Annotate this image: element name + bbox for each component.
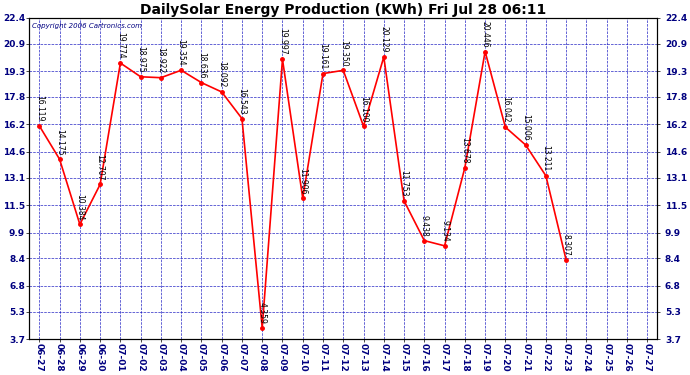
Text: 18.922: 18.922 bbox=[157, 47, 166, 74]
Text: 14.175: 14.175 bbox=[55, 129, 64, 155]
Text: 11.906: 11.906 bbox=[298, 168, 307, 194]
Text: 20.446: 20.446 bbox=[481, 21, 490, 47]
Text: 9.438: 9.438 bbox=[420, 215, 428, 237]
Text: 12.707: 12.707 bbox=[96, 154, 105, 180]
Text: 19.997: 19.997 bbox=[278, 28, 287, 55]
Text: 19.161: 19.161 bbox=[319, 43, 328, 69]
Text: 19.354: 19.354 bbox=[177, 39, 186, 66]
Text: 13.211: 13.211 bbox=[542, 146, 551, 172]
Text: 8.307: 8.307 bbox=[562, 234, 571, 256]
Text: 9.134: 9.134 bbox=[440, 220, 449, 242]
Text: 18.636: 18.636 bbox=[197, 52, 206, 78]
Title: DailySolar Energy Production (KWh) Fri Jul 28 06:11: DailySolar Energy Production (KWh) Fri J… bbox=[140, 3, 546, 17]
Text: 15.006: 15.006 bbox=[521, 114, 530, 141]
Text: 20.129: 20.129 bbox=[380, 26, 388, 53]
Text: 19.350: 19.350 bbox=[339, 39, 348, 66]
Text: 19.774: 19.774 bbox=[116, 32, 125, 59]
Text: 13.678: 13.678 bbox=[460, 137, 469, 164]
Text: 4.359: 4.359 bbox=[257, 302, 267, 324]
Text: 18.092: 18.092 bbox=[217, 62, 226, 88]
Text: 18.975: 18.975 bbox=[136, 46, 145, 73]
Text: 10.384: 10.384 bbox=[75, 194, 84, 220]
Text: 16.042: 16.042 bbox=[501, 96, 510, 123]
Text: 16.100: 16.100 bbox=[359, 96, 368, 122]
Text: Copyright 2006 Cartronics.com: Copyright 2006 Cartronics.com bbox=[32, 23, 142, 29]
Text: 16.119: 16.119 bbox=[34, 95, 44, 122]
Text: 16.543: 16.543 bbox=[237, 88, 246, 114]
Text: 11.753: 11.753 bbox=[400, 170, 408, 196]
